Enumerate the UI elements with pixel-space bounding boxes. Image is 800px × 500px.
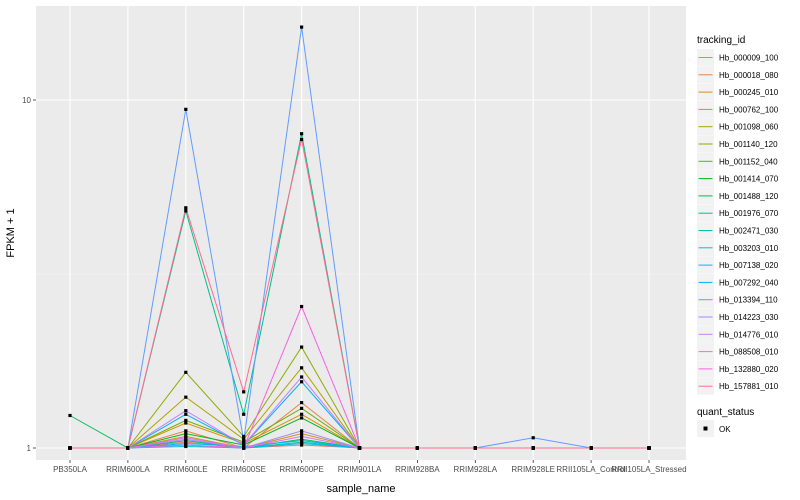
- data-point-Hb_001976_070-2: [184, 209, 188, 213]
- x-axis-title: sample_name: [326, 483, 395, 495]
- data-point-Hb_157881_010-7: [473, 446, 477, 450]
- data-point-Hb_000762_100-4: [300, 431, 304, 436]
- x-axis-ticks: PB350LA RRIM600LA RRIM600LE RRIM600SE RRIM60…: [53, 460, 687, 474]
- data-point-Hb_001152_040-4: [300, 406, 304, 410]
- data-point-Hb_157881_010-10: [647, 446, 651, 450]
- data-point-Hb_088508_010-4: [300, 434, 304, 438]
- data-point-Hb_013394_110-8: [531, 436, 535, 440]
- data-points: [68, 25, 651, 450]
- data-point-Hb_007292_040-2: [184, 412, 188, 416]
- x-tick-label-3: RRIM600SE: [221, 465, 265, 474]
- legend-item-Hb_132880_020: Hb_132880_020: [719, 365, 779, 374]
- data-point-Hb_014223_030-4: [300, 429, 304, 433]
- grid-major: [36, 6, 686, 460]
- legend-item-Hb_014223_030: Hb_014223_030: [719, 313, 779, 322]
- data-point-Hb_157881_010-3: [242, 390, 246, 394]
- data-point-Hb_013394_110-3: [242, 439, 246, 443]
- legend-item-Hb_000245_010: Hb_000245_010: [719, 88, 779, 97]
- data-point-Hb_013394_110-4: [300, 25, 304, 29]
- x-tick-label-10: RRII105LA_Stressed: [611, 465, 686, 474]
- data-point-Hb_001098_060-2: [184, 395, 188, 399]
- data-point-Hb_001152_040-2: [184, 418, 188, 423]
- data-point-Hb_132880_020-4: [300, 304, 304, 309]
- x-tick-label-9: RRII105LA_Control: [556, 465, 626, 474]
- legend-item-Hb_000018_080: Hb_000018_080: [719, 71, 779, 80]
- data-point-Hb_157881_010-2: [184, 206, 188, 210]
- legend-title: tracking_id: [697, 35, 745, 46]
- data-point-Hb_000018_080-2: [184, 429, 188, 433]
- data-point-Hb_157881_010-1: [126, 446, 130, 450]
- y-axis-title: FPKM + 1: [5, 208, 17, 257]
- legend-item-Hb_001488_120: Hb_001488_120: [719, 192, 779, 201]
- data-point-Hb_088508_010-2: [184, 436, 188, 440]
- data-point-Hb_132880_020-3: [242, 446, 246, 450]
- data-point-Hb_007138_020-4: [300, 439, 304, 443]
- legend-item-Hb_001140_120: Hb_001140_120: [719, 140, 778, 149]
- x-tick-label-5: RRIM901LA: [338, 465, 382, 474]
- x-tick-label-1: RRIM600LA: [106, 465, 150, 474]
- data-point-Hb_013394_110-2: [184, 107, 188, 111]
- legend-item-Hb_002471_030: Hb_002471_030: [719, 227, 779, 236]
- data-point-Hb_000245_010-2: [184, 421, 188, 425]
- data-point-Hb_014776_010-2: [184, 409, 188, 413]
- panel-background: [36, 6, 686, 460]
- data-point-Hb_001414_070-2: [184, 431, 188, 436]
- data-point-Hb_001976_070-3: [242, 412, 246, 416]
- data-point-Hb_157881_010-8: [531, 446, 535, 450]
- legend2-key-point: [703, 426, 708, 431]
- data-point-Hb_014776_010-4: [300, 375, 304, 379]
- data-point-Hb_001140_120-4: [300, 345, 304, 349]
- y-tick-label-0: 1: [27, 444, 32, 453]
- legend-item-Hb_157881_010: Hb_157881_010: [719, 382, 779, 391]
- x-tick-label-6: RRIM928BA: [395, 465, 440, 474]
- data-point-Hb_157881_010-6: [415, 446, 419, 450]
- y-axis-ticks: 1 10: [22, 96, 36, 453]
- legend2-title: quant_status: [697, 407, 754, 418]
- x-tick-label-0: PB350LA: [53, 465, 87, 474]
- data-point-Hb_001140_120-2: [184, 370, 188, 374]
- data-point-Hb_001976_070-4: [300, 132, 304, 136]
- data-point-Hb_014776_010-3: [242, 443, 246, 447]
- legend-item-Hb_001098_060: Hb_001098_060: [719, 123, 779, 132]
- y-tick-label-1: 10: [22, 96, 31, 105]
- legend-item-Hb_088508_010: Hb_088508_010: [719, 348, 779, 357]
- legend-item-Hb_007292_040: Hb_007292_040: [719, 278, 779, 287]
- data-point-Hb_132880_020-2: [184, 443, 188, 447]
- x-tick-label-2: RRIM600LE: [164, 465, 208, 474]
- legend-quant-status: quant_status OK: [697, 407, 754, 437]
- legend-item-Hb_000762_100: Hb_000762_100: [719, 105, 779, 114]
- legend-item-Hb_013394_110: Hb_013394_110: [719, 296, 778, 305]
- legend-item-Hb_000009_100: Hb_000009_100: [719, 54, 779, 63]
- data-point-Hb_157881_010-0: [68, 446, 72, 450]
- x-tick-label-7: RRIM928LA: [454, 465, 498, 474]
- data-point-Hb_000245_010-4: [300, 412, 304, 416]
- data-point-Hb_157881_010-5: [357, 446, 362, 450]
- legend2-item-ok: OK: [719, 425, 731, 434]
- legend-item-Hb_003203_010: Hb_003203_010: [719, 244, 779, 253]
- data-point-Hb_157881_010-9: [589, 446, 593, 450]
- data-point-Hb_001140_120-3: [242, 434, 246, 438]
- x-tick-label-4: RRIM600PE: [279, 465, 323, 474]
- data-point-Hb_157881_010-4: [300, 137, 304, 142]
- data-point-Hb_000018_080-4: [300, 401, 304, 405]
- x-tick-label-8: RRIM928LE: [511, 465, 555, 474]
- data-point-Hb_001414_070-4: [300, 416, 304, 420]
- legend-item-Hb_001152_040: Hb_001152_040: [719, 157, 778, 166]
- data-point-Hb_007292_040-4: [300, 380, 304, 384]
- legend-item-Hb_014776_010: Hb_014776_010: [719, 330, 779, 339]
- data-point-Hb_001098_060-4: [300, 366, 304, 370]
- legend-item-Hb_001976_070: Hb_001976_070: [719, 209, 779, 218]
- legend-tracking-id: tracking_id Hb_000009_100 Hb_000018_080 Hb…: [697, 35, 779, 395]
- legend-item-Hb_001414_070: Hb_001414_070: [719, 175, 779, 184]
- data-point-Hb_003203_010-4: [300, 441, 304, 446]
- data-point-Hb_001488_120-0: [68, 413, 72, 418]
- legend-item-Hb_007138_020: Hb_007138_020: [719, 261, 779, 270]
